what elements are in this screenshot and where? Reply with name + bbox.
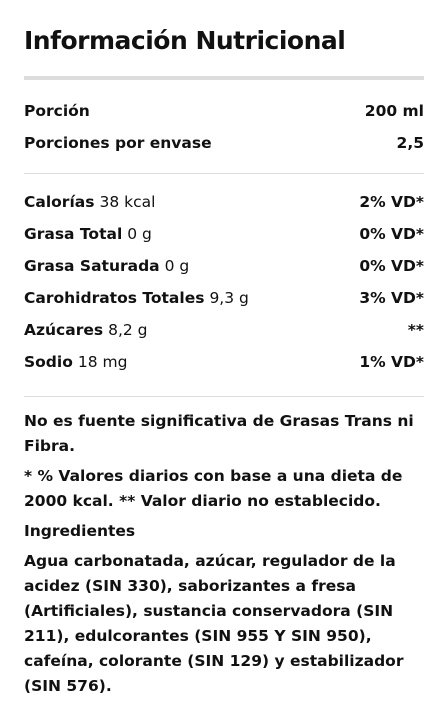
nutrition-panel: Información Nutricional Porción 200 ml Por… bbox=[24, 0, 424, 699]
serving-row: Porciones por envase 2,5 bbox=[24, 127, 424, 159]
nutrient-left: Carohidratos Totales 9,3 g bbox=[24, 289, 249, 307]
nutrient-dv: 2% VD* bbox=[359, 193, 424, 211]
nutrient-row: Azúcares 8,2 g ** bbox=[24, 314, 424, 346]
nutrient-amount: 0 g bbox=[164, 257, 190, 275]
nutrient-name: Sodio bbox=[24, 353, 73, 371]
nutrient-amount: 0 g bbox=[127, 225, 152, 243]
nutrient-row: Calorías 38 kcal 2% VD* bbox=[24, 186, 424, 218]
divider bbox=[24, 396, 424, 397]
nutrient-row: Grasa Total 0 g 0% VD* bbox=[24, 218, 424, 250]
notes: No es fuente significativa de Grasas Tra… bbox=[24, 397, 424, 514]
nutrient-left: Calorías 38 kcal bbox=[24, 193, 155, 211]
nutrient-row: Grasa Saturada 0 g 0% VD* bbox=[24, 250, 424, 282]
serving-row: Porción 200 ml bbox=[24, 95, 424, 127]
divider bbox=[24, 173, 424, 174]
title: Información Nutricional bbox=[24, 26, 346, 55]
nutrient-dv: 3% VD* bbox=[359, 289, 424, 307]
nutrient-row: Carohidratos Totales 9,3 g 3% VD* bbox=[24, 282, 424, 314]
nutrient-left: Grasa Saturada 0 g bbox=[24, 257, 189, 275]
serving-label: Porciones por envase bbox=[24, 134, 212, 152]
nutrient-amount: 8,2 g bbox=[108, 321, 148, 339]
nutrient-dv: 1% VD* bbox=[359, 353, 424, 371]
nutrient-dv: 0% VD* bbox=[359, 257, 424, 275]
nutrient-name: Carohidratos Totales bbox=[24, 289, 205, 307]
note: No es fuente significativa de Grasas Tra… bbox=[24, 412, 414, 455]
nutrient-left: Azúcares 8,2 g bbox=[24, 321, 148, 339]
nutrient-amount: 38 kcal bbox=[99, 193, 156, 211]
nutrient-name: Calorías bbox=[24, 193, 95, 211]
nutrient-row: Sodio 18 mg 1% VD* bbox=[24, 346, 424, 378]
serving-label: Porción bbox=[24, 102, 90, 120]
ingredients: Ingredientes Agua carbonatada, azúcar, r… bbox=[24, 519, 424, 699]
servings: Porción 200 ml Porciones por envase 2,5 bbox=[24, 80, 424, 173]
serving-value: 200 ml bbox=[364, 102, 424, 120]
nutrient-name: Grasa Total bbox=[24, 225, 123, 243]
nutrients: Calorías 38 kcal 2% VD* Grasa Total 0 g 0% VD… bbox=[24, 174, 424, 396]
nutrient-left: Grasa Total 0 g bbox=[24, 225, 152, 243]
nutrient-name: Grasa Saturada bbox=[24, 257, 160, 275]
divider bbox=[24, 76, 424, 80]
nutrient-dv: 0% VD* bbox=[359, 225, 424, 243]
ingredients-text: Agua carbonatada, azúcar, regulador de l… bbox=[24, 552, 404, 695]
nutrient-dv: ** bbox=[407, 321, 424, 339]
ingredients-title: Ingredientes bbox=[24, 522, 136, 540]
note: * % Valores diarios con base a una dieta… bbox=[24, 467, 403, 510]
nutrient-left: Sodio 18 mg bbox=[24, 353, 127, 371]
nutrient-amount: 9,3 g bbox=[209, 289, 249, 307]
nutrient-amount: 18 mg bbox=[77, 353, 128, 371]
nutrient-name: Azúcares bbox=[24, 321, 104, 339]
serving-value: 2,5 bbox=[396, 134, 424, 152]
